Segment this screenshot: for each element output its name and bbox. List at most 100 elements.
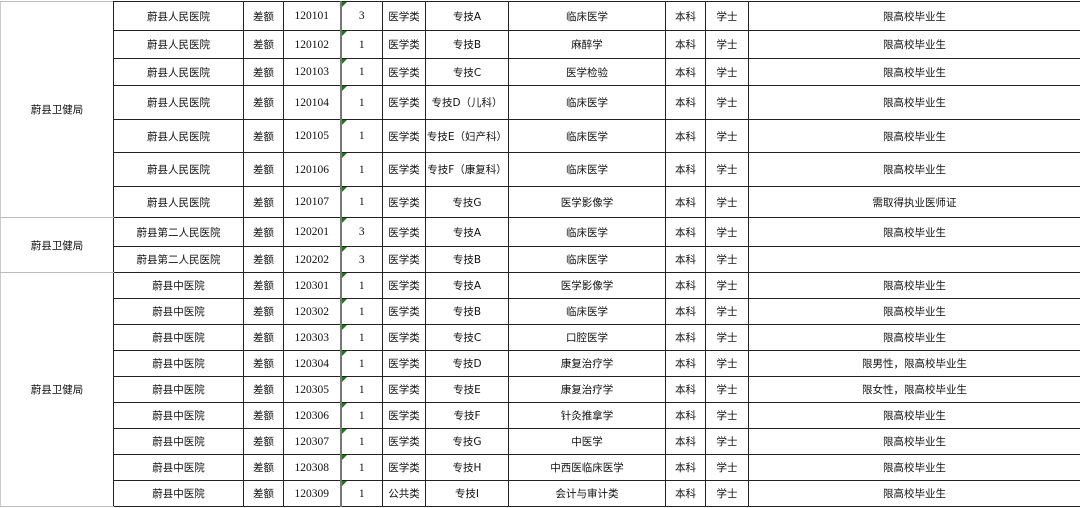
education-cell: 本科 — [666, 218, 706, 247]
headcount-cell: 1 — [341, 481, 383, 507]
department-cell: 蔚县卫健局 — [1, 218, 114, 273]
notes-cell: 限高校毕业生 — [749, 273, 1080, 299]
degree-cell: 学士 — [706, 2, 749, 31]
position-name-cell: 专技C — [426, 325, 509, 351]
major-cell: 中西医临床医学 — [509, 455, 666, 481]
position-code-cell: 120107 — [284, 187, 341, 218]
funding-type-cell: 差额 — [244, 429, 284, 455]
education-cell: 本科 — [666, 429, 706, 455]
position-name-cell: 专技F — [426, 403, 509, 429]
category-cell: 医学类 — [383, 403, 426, 429]
category-cell: 医学类 — [383, 59, 426, 86]
category-cell: 医学类 — [383, 273, 426, 299]
education-cell: 本科 — [666, 325, 706, 351]
major-cell: 临床医学 — [509, 120, 666, 153]
category-cell: 医学类 — [383, 299, 426, 325]
major-cell: 康复治疗学 — [509, 377, 666, 403]
unit-cell: 蔚县人民医院 — [114, 2, 244, 31]
unit-cell: 蔚县人民医院 — [114, 153, 244, 187]
major-cell: 麻醉学 — [509, 31, 666, 59]
education-cell: 本科 — [666, 455, 706, 481]
position-name-cell: 专技I — [426, 481, 509, 507]
unit-cell: 蔚县第二人民医院 — [114, 218, 244, 247]
major-cell: 康复治疗学 — [509, 351, 666, 377]
degree-cell: 学士 — [706, 273, 749, 299]
category-cell: 医学类 — [383, 429, 426, 455]
degree-cell: 学士 — [706, 377, 749, 403]
position-code-cell: 120305 — [284, 377, 341, 403]
funding-type-cell: 差额 — [244, 31, 284, 59]
headcount-cell: 1 — [341, 325, 383, 351]
position-name-cell: 专技E（妇产科） — [426, 120, 509, 153]
notes-cell: 限高校毕业生 — [749, 403, 1080, 429]
education-cell: 本科 — [666, 351, 706, 377]
degree-cell: 学士 — [706, 481, 749, 507]
education-cell: 本科 — [666, 481, 706, 507]
position-code-cell: 120304 — [284, 351, 341, 377]
headcount-cell: 1 — [341, 377, 383, 403]
category-cell: 医学类 — [383, 120, 426, 153]
notes-cell: 限男性，限高校毕业生 — [749, 351, 1080, 377]
category-cell: 医学类 — [383, 86, 426, 120]
education-cell: 本科 — [666, 403, 706, 429]
major-cell: 临床医学 — [509, 247, 666, 273]
unit-cell: 蔚县人民医院 — [114, 86, 244, 120]
headcount-cell: 1 — [341, 31, 383, 59]
position-name-cell: 专技D（儿科） — [426, 86, 509, 120]
category-cell: 公共类 — [383, 481, 426, 507]
major-cell: 临床医学 — [509, 153, 666, 187]
category-cell: 医学类 — [383, 455, 426, 481]
degree-cell: 学士 — [706, 299, 749, 325]
department-cell: 蔚县卫健局 — [1, 2, 114, 218]
category-cell: 医学类 — [383, 351, 426, 377]
major-cell: 口腔医学 — [509, 325, 666, 351]
position-code-cell: 120308 — [284, 455, 341, 481]
funding-type-cell: 差额 — [244, 299, 284, 325]
degree-cell: 学士 — [706, 403, 749, 429]
degree-cell: 学士 — [706, 218, 749, 247]
major-cell: 医学影像学 — [509, 273, 666, 299]
position-code-cell: 120103 — [284, 59, 341, 86]
notes-cell: 限高校毕业生 — [749, 59, 1080, 86]
notes-cell: 限高校毕业生 — [749, 86, 1080, 120]
major-cell: 中医学 — [509, 429, 666, 455]
headcount-cell: 1 — [341, 351, 383, 377]
major-cell: 临床医学 — [509, 86, 666, 120]
headcount-cell: 1 — [341, 59, 383, 86]
notes-cell: 限高校毕业生 — [749, 455, 1080, 481]
headcount-cell: 1 — [341, 187, 383, 218]
position-name-cell: 专技G — [426, 429, 509, 455]
category-cell: 医学类 — [383, 325, 426, 351]
unit-cell: 蔚县中医院 — [114, 325, 244, 351]
education-cell: 本科 — [666, 187, 706, 218]
position-name-cell: 专技A — [426, 218, 509, 247]
funding-type-cell: 差额 — [244, 218, 284, 247]
major-cell: 临床医学 — [509, 2, 666, 31]
category-cell: 医学类 — [383, 247, 426, 273]
position-name-cell: 专技B — [426, 31, 509, 59]
position-code-cell: 120301 — [284, 273, 341, 299]
position-code-cell: 120306 — [284, 403, 341, 429]
funding-type-cell: 差额 — [244, 403, 284, 429]
funding-type-cell: 差额 — [244, 481, 284, 507]
degree-cell: 学士 — [706, 187, 749, 218]
degree-cell: 学士 — [706, 455, 749, 481]
funding-type-cell: 差额 — [244, 325, 284, 351]
position-name-cell: 专技E — [426, 377, 509, 403]
category-cell: 医学类 — [383, 153, 426, 187]
position-code-cell: 120104 — [284, 86, 341, 120]
position-name-cell: 专技C — [426, 59, 509, 86]
headcount-cell: 1 — [341, 403, 383, 429]
funding-type-cell: 差额 — [244, 153, 284, 187]
notes-cell: 限高校毕业生 — [749, 218, 1080, 247]
degree-cell: 学士 — [706, 120, 749, 153]
